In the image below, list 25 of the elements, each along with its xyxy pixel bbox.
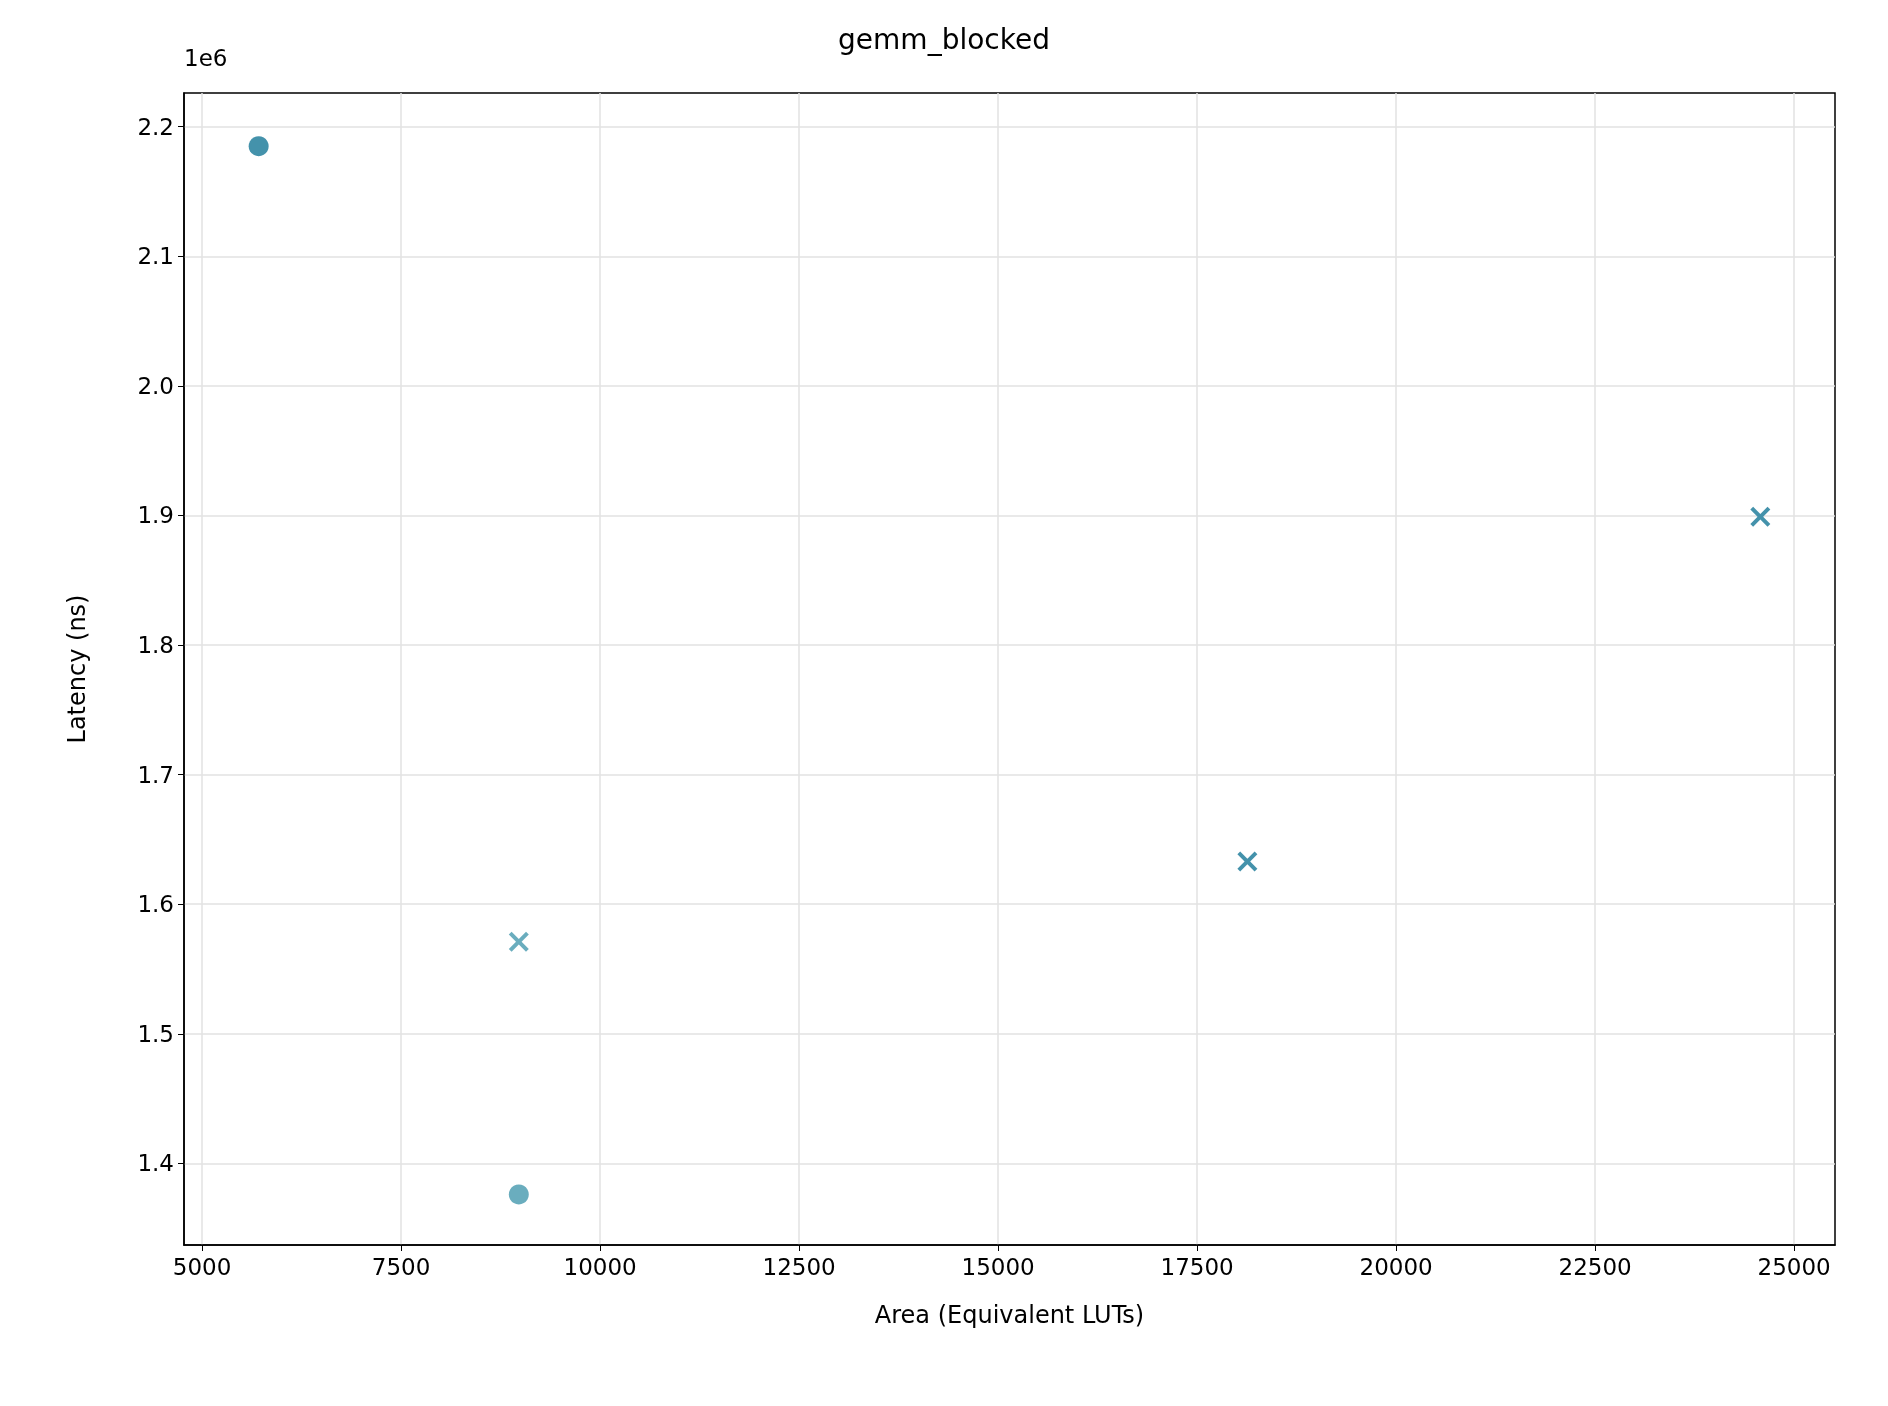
x-tick-label: 12500 xyxy=(762,1253,836,1280)
text: 1e6 xyxy=(184,44,228,71)
chart-title: gemm_blocked xyxy=(838,22,1050,56)
x-tick-label: 10000 xyxy=(563,1253,637,1280)
point xyxy=(1237,851,1258,872)
y-tick-label: 1.7 xyxy=(137,761,174,788)
y-tick-label: 1.8 xyxy=(137,632,174,659)
x-tick-label: 22500 xyxy=(1558,1253,1632,1280)
y-tick-label: 2.0 xyxy=(137,372,174,399)
y-tick-label: 1.6 xyxy=(137,891,174,918)
x-tick-label: 17500 xyxy=(1160,1253,1234,1280)
y-tick-label: 1.9 xyxy=(137,502,174,529)
x-tick-label: 7500 xyxy=(371,1253,431,1280)
y-tick-label: 2.2 xyxy=(137,113,174,140)
y-axis-title: Latency (ns) xyxy=(63,594,91,744)
y-tick-label: 1.4 xyxy=(137,1150,174,1177)
point xyxy=(508,1184,529,1205)
x-tick-label: 15000 xyxy=(961,1253,1035,1280)
x-tick-label: 20000 xyxy=(1359,1253,1433,1280)
y-tick-label: 2.1 xyxy=(137,243,174,270)
x-tick-label: 25000 xyxy=(1757,1253,1831,1280)
y-tick-label: 1.5 xyxy=(137,1020,174,1047)
x-axis-title: Area (Equivalent LUTs) xyxy=(874,1301,1145,1329)
x-tick-label: 5000 xyxy=(172,1253,232,1280)
point xyxy=(1750,506,1771,527)
